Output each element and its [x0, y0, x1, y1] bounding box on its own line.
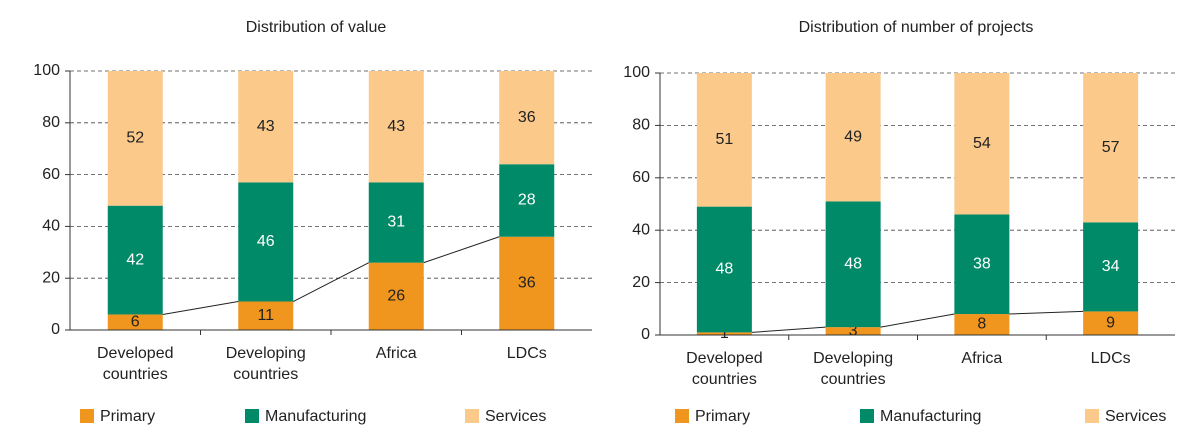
- bar-segment: [696, 73, 752, 207]
- chart: Distribution of value 0 20 40 60 80 100 6 42 52 De…: [33, 19, 592, 425]
- data-label: 57: [1102, 139, 1120, 156]
- data-label: 9: [1106, 314, 1115, 331]
- legend-swatch: [245, 409, 259, 423]
- legend-swatch: [80, 409, 94, 423]
- bar-segment: [1083, 222, 1139, 312]
- data-label: 11: [257, 307, 274, 324]
- chart-title: Distribution of value: [246, 19, 387, 36]
- connector-line: [880, 313, 955, 328]
- x-tick-label: Developing countries: [226, 345, 306, 383]
- data-label: 36: [518, 275, 536, 292]
- bar-segment: [499, 71, 555, 165]
- x-tick-label: Africa: [961, 350, 1002, 367]
- bar-segment: [954, 73, 1010, 215]
- data-label: 42: [126, 251, 144, 268]
- data-label: 43: [257, 118, 275, 135]
- bar-segment: [107, 205, 163, 315]
- legend-swatch: [860, 409, 874, 423]
- x-tick-label: Developed countries: [97, 345, 174, 383]
- bar-segment: [368, 262, 424, 330]
- bar-segment: [825, 201, 881, 328]
- data-label: 52: [126, 130, 144, 147]
- bar-segment: [696, 206, 752, 333]
- y-tick-label: 80: [632, 117, 650, 134]
- y-tick-label: 40: [632, 221, 650, 238]
- data-label: 51: [715, 131, 733, 148]
- data-label: 6: [131, 313, 140, 330]
- bar-segment: [954, 314, 1010, 335]
- y-tick-label: 60: [42, 166, 60, 183]
- bar-segment: [825, 73, 881, 202]
- data-label: 38: [973, 255, 991, 272]
- x-tick-label: Developing countries: [813, 350, 893, 388]
- data-label: 26: [387, 288, 405, 305]
- data-label: 36: [518, 109, 536, 126]
- y-tick-label: 80: [42, 114, 60, 131]
- data-label: 48: [844, 255, 862, 272]
- x-tick-label: LDCs: [1091, 350, 1131, 367]
- data-label: 43: [387, 118, 405, 135]
- data-label: 46: [257, 233, 275, 250]
- y-tick-label: 40: [42, 218, 60, 235]
- bar-segment: [1083, 73, 1139, 223]
- chart: Distribution of number of projects 0 20 40 6…: [623, 19, 1175, 425]
- y-tick-label: 20: [42, 269, 60, 286]
- data-label: 48: [715, 261, 733, 278]
- legend-swatch: [1085, 409, 1099, 423]
- connector-line: [293, 262, 369, 302]
- y-tick-label: 100: [33, 62, 60, 79]
- bar-segment: [238, 71, 294, 183]
- legend-swatch: [465, 409, 479, 423]
- connector-line: [162, 301, 239, 315]
- connector-line: [423, 236, 500, 264]
- data-label: 54: [973, 135, 991, 152]
- legend-label: Primary: [100, 408, 155, 425]
- connector-line: [1009, 310, 1084, 315]
- bar-segment: [954, 214, 1010, 315]
- data-label: 31: [387, 214, 405, 231]
- data-label: 34: [1102, 258, 1120, 275]
- legend-label: Manufacturing: [265, 408, 366, 425]
- y-tick-label: 0: [641, 326, 650, 343]
- connector-line: [751, 326, 826, 333]
- y-tick-label: 60: [632, 169, 650, 186]
- chart-title: Distribution of number of projects: [799, 19, 1034, 36]
- x-tick-label: LDCs: [507, 345, 547, 362]
- x-tick-label: Developed countries: [686, 350, 763, 388]
- y-tick-label: 20: [632, 274, 650, 291]
- x-tick-label: Africa: [376, 345, 417, 362]
- data-label: 1: [720, 325, 729, 342]
- data-label: 3: [849, 322, 858, 339]
- bar-segment: [368, 71, 424, 183]
- legend-label: Primary: [695, 408, 750, 425]
- bar-segment: [1083, 311, 1139, 335]
- legend-label: Manufacturing: [880, 408, 981, 425]
- data-label: 8: [977, 316, 986, 333]
- legend-swatch: [675, 409, 689, 423]
- y-tick-label: 100: [623, 64, 650, 81]
- legend-label: Services: [485, 408, 546, 425]
- bar-segment: [238, 182, 294, 302]
- bar-segment: [107, 314, 163, 330]
- bar-segment: [696, 332, 752, 335]
- bar-segment: [499, 164, 555, 237]
- bar-segment: [368, 182, 424, 263]
- bar-segment: [107, 71, 163, 206]
- bar-segment: [499, 236, 555, 330]
- data-label: 28: [518, 192, 536, 209]
- y-tick-label: 0: [51, 321, 60, 338]
- bar-segment: [825, 327, 881, 335]
- data-label: 49: [844, 128, 862, 145]
- legend-label: Services: [1105, 408, 1166, 425]
- bar-segment: [238, 301, 294, 330]
